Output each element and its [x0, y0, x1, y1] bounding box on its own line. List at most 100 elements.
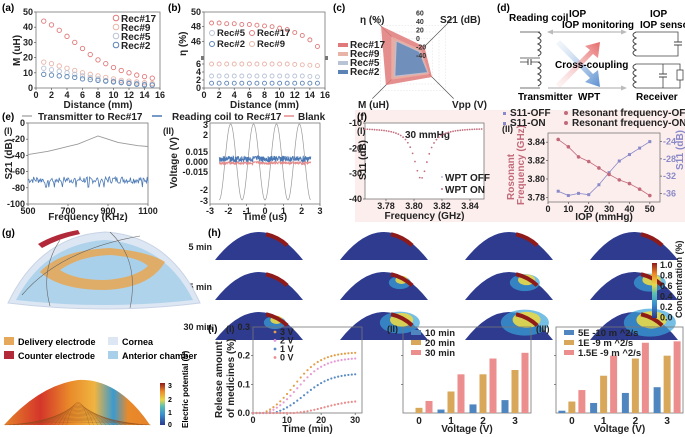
data-point — [289, 394, 292, 397]
data-point — [292, 384, 295, 387]
contour-line — [33, 412, 123, 426]
data-point — [306, 410, 309, 413]
data-point — [333, 403, 336, 406]
data-point — [134, 79, 140, 85]
data-point — [333, 360, 336, 363]
y-tick-label: -20 — [12, 134, 25, 144]
bar — [437, 409, 445, 413]
legend-marker — [209, 30, 215, 36]
x-tick-label: 14 — [139, 90, 149, 100]
data-point — [333, 376, 336, 379]
bar — [457, 374, 465, 413]
x-tick-label: 8 — [95, 90, 100, 100]
data-point — [277, 80, 283, 86]
data-point — [79, 45, 86, 52]
data-point — [406, 141, 409, 144]
legend-swatch — [338, 43, 348, 47]
data-point — [272, 408, 275, 411]
y-tick-label: 2 — [203, 130, 208, 140]
data-point — [299, 80, 305, 86]
y-tick-label: 0.1 — [237, 379, 250, 389]
label-receiver: Receiver — [636, 92, 678, 103]
data-point — [64, 73, 70, 80]
subpanel-label: (II) — [502, 124, 513, 134]
data-point — [373, 128, 376, 131]
data-point — [577, 191, 581, 195]
radar-axis-label: Vpp (V) — [452, 100, 487, 111]
y-axis-label: Voltage (V) — [169, 137, 180, 188]
x-tick-label: 3.84 — [461, 201, 479, 211]
colorbar-tick-label: 0.6 — [660, 281, 673, 291]
data-point — [320, 381, 323, 385]
data-point — [224, 21, 230, 27]
data-point — [347, 352, 350, 355]
data-point — [617, 178, 622, 182]
data-point — [269, 73, 275, 79]
y-tick-label: -10 — [349, 118, 362, 128]
x-tick-label: 3 — [664, 416, 670, 427]
contour-line — [37, 411, 119, 426]
data-point — [239, 22, 245, 27]
x-tick-label: 4 — [232, 90, 237, 100]
bar — [673, 341, 681, 413]
data-point — [307, 73, 313, 79]
data-point — [316, 383, 319, 387]
data-point — [126, 70, 132, 76]
bar — [425, 400, 433, 413]
data-point — [309, 373, 313, 376]
cb-tick: 1 — [168, 410, 172, 417]
data-point — [118, 80, 124, 86]
x-tick-label: 10 — [282, 415, 292, 425]
legend-swatch-chamber — [108, 351, 118, 359]
data-point — [277, 25, 283, 31]
subpanel-label: (II) — [163, 126, 174, 136]
data-point — [320, 358, 323, 362]
subpanel-label: (I) — [4, 126, 13, 136]
x-tick-label: 14 — [305, 90, 315, 100]
data-point — [289, 388, 292, 392]
data-point — [299, 411, 302, 414]
data-point — [72, 71, 78, 77]
data-point — [320, 407, 323, 410]
panel-label-i: (i) — [208, 324, 217, 335]
data-point — [95, 76, 101, 82]
data-point — [118, 67, 124, 74]
y-tick-label: 0.000 — [185, 157, 208, 167]
data-point — [246, 80, 252, 86]
legend-marker — [249, 30, 255, 36]
line-series — [27, 175, 149, 188]
subpanel-label: (II) — [387, 324, 398, 334]
data-point — [627, 181, 632, 186]
data-point — [269, 80, 275, 86]
data-point — [597, 166, 601, 170]
data-point — [275, 411, 278, 415]
data-point — [224, 61, 230, 67]
y-tick-label: 3 — [203, 120, 208, 130]
legend-label: 5E -10 m ^2/s — [578, 328, 638, 339]
data-point — [216, 61, 222, 67]
panel-label-f: (f) — [357, 112, 367, 123]
data-point — [340, 352, 343, 356]
receiver-coil-icon — [632, 63, 638, 89]
y-tick-label: 0.2 — [237, 351, 250, 361]
data-point — [456, 129, 459, 132]
y-tick-label: 3.82 — [527, 156, 545, 166]
y-tick-label: 30 — [23, 37, 33, 47]
legend-label: 2 V — [280, 336, 294, 346]
legend-swatch-delivery — [4, 337, 14, 345]
data-point — [284, 27, 290, 33]
data-point — [246, 22, 252, 27]
data-point — [254, 22, 260, 28]
data-point — [285, 406, 289, 409]
label-reading-coil: Reading coil — [509, 13, 569, 24]
y-axis-label: S21 (dB) — [4, 139, 15, 180]
data-point — [461, 129, 464, 131]
data-point — [296, 399, 299, 402]
data-point — [95, 57, 101, 63]
x-tick-label: 3.80 — [405, 201, 423, 211]
data-point — [231, 80, 237, 86]
x-tick-label: 10 — [275, 90, 285, 100]
data-point — [333, 354, 336, 357]
